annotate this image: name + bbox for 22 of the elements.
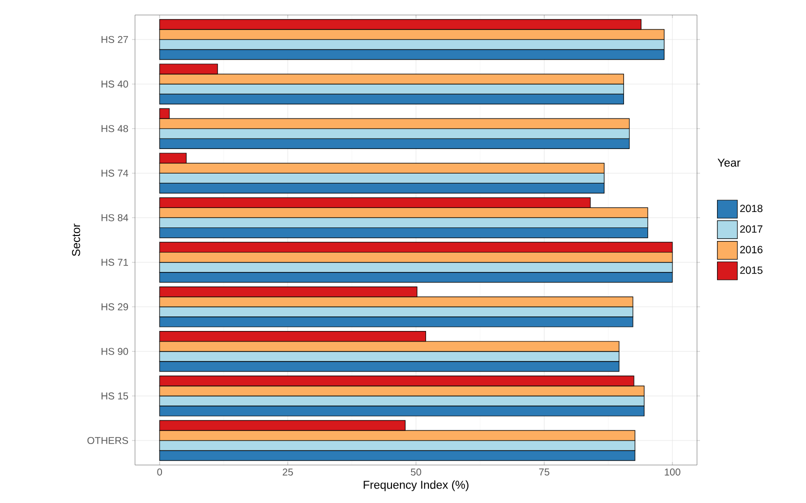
legend-label: 2016 (740, 246, 762, 254)
legend-label: 2018 (740, 204, 762, 212)
y-tick-label: HS 74 (102, 170, 128, 177)
x-axis-title: Frequency Index (%) (364, 480, 468, 492)
y-tick-label: HS 48 (102, 125, 128, 132)
legend-label: 2015 (740, 266, 762, 274)
x-tick-label: 0 (157, 468, 162, 476)
legend-title: Year (718, 158, 740, 167)
y-tick-label: HS 15 (102, 392, 128, 400)
y-axis-title: Sector (72, 224, 80, 256)
x-tick-label: 25 (282, 468, 293, 476)
y-tick-label: HS 71 (102, 258, 128, 266)
y-tick-label: OTHERS (87, 436, 128, 444)
legend-label: 2017 (740, 225, 762, 233)
y-tick-label: HS 27 (102, 36, 128, 44)
x-tick-label: 50 (410, 468, 422, 476)
x-tick-label: 100 (664, 468, 680, 476)
y-tick-label: HS 84 (102, 214, 128, 222)
y-tick-label: HS 40 (102, 80, 128, 88)
x-tick-label: 75 (539, 468, 550, 476)
y-tick-label: HS 90 (102, 348, 128, 355)
y-tick-label: HS 29 (102, 303, 128, 310)
